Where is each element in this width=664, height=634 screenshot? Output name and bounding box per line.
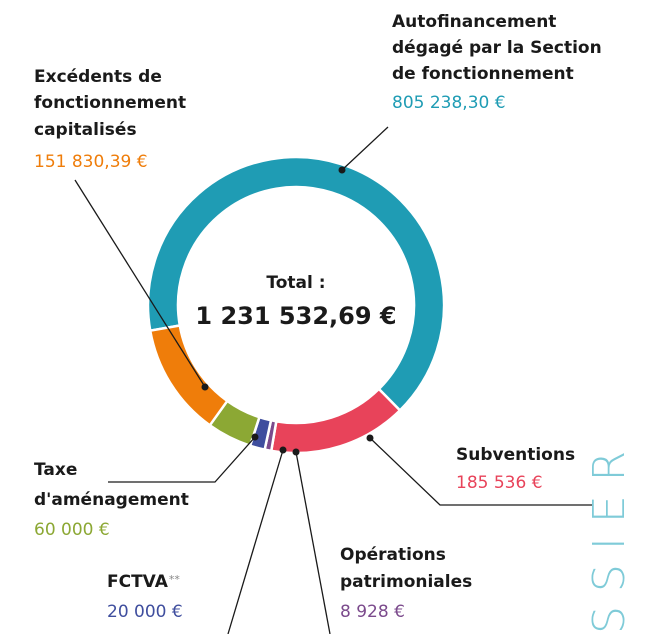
category-label: Subventions — [456, 445, 575, 465]
center-title: Total : — [266, 273, 325, 293]
leader-dot — [201, 383, 209, 391]
donut-segment — [148, 324, 230, 428]
category-label: dégagé par la Section — [392, 38, 602, 58]
leader-line — [341, 126, 389, 171]
leader-dot — [292, 448, 300, 456]
side-label: SSIER — [584, 437, 635, 634]
category-label: Excédents de — [34, 67, 162, 87]
leader-line — [74, 179, 206, 388]
center-total: 1 231 532,69 € — [195, 302, 396, 330]
category-label: de fonctionnement — [392, 64, 574, 84]
value-label: 805 238,30 € — [392, 93, 506, 113]
leader-line — [295, 451, 331, 634]
category-label: patrimoniales — [340, 572, 472, 592]
value-label: 151 830,39 € — [34, 152, 148, 172]
category-label: Autofinancement — [392, 12, 556, 32]
category-label: Opérations — [340, 545, 446, 565]
leader-line — [369, 437, 592, 506]
category-label: d'aménagement — [34, 490, 189, 510]
donut-segment — [146, 155, 446, 413]
leader-dot — [251, 433, 259, 441]
leader-line — [108, 436, 256, 483]
category-label: fonctionnement — [34, 93, 186, 113]
value-label: 185 536 € — [456, 473, 543, 493]
value-label: 8 928 € — [340, 602, 405, 622]
donut-segment — [269, 387, 402, 455]
leader-dot — [279, 446, 287, 454]
leader-line — [227, 449, 284, 634]
leader-dot — [366, 434, 374, 442]
leader-dot — [338, 166, 346, 174]
category-label: Taxe — [34, 460, 77, 480]
category-note: ** — [169, 573, 181, 586]
value-label: 60 000 € — [34, 520, 110, 540]
category-label: FCTVA — [107, 572, 169, 592]
value-label: 20 000 € — [107, 602, 183, 622]
category-label: capitalisés — [34, 120, 137, 140]
